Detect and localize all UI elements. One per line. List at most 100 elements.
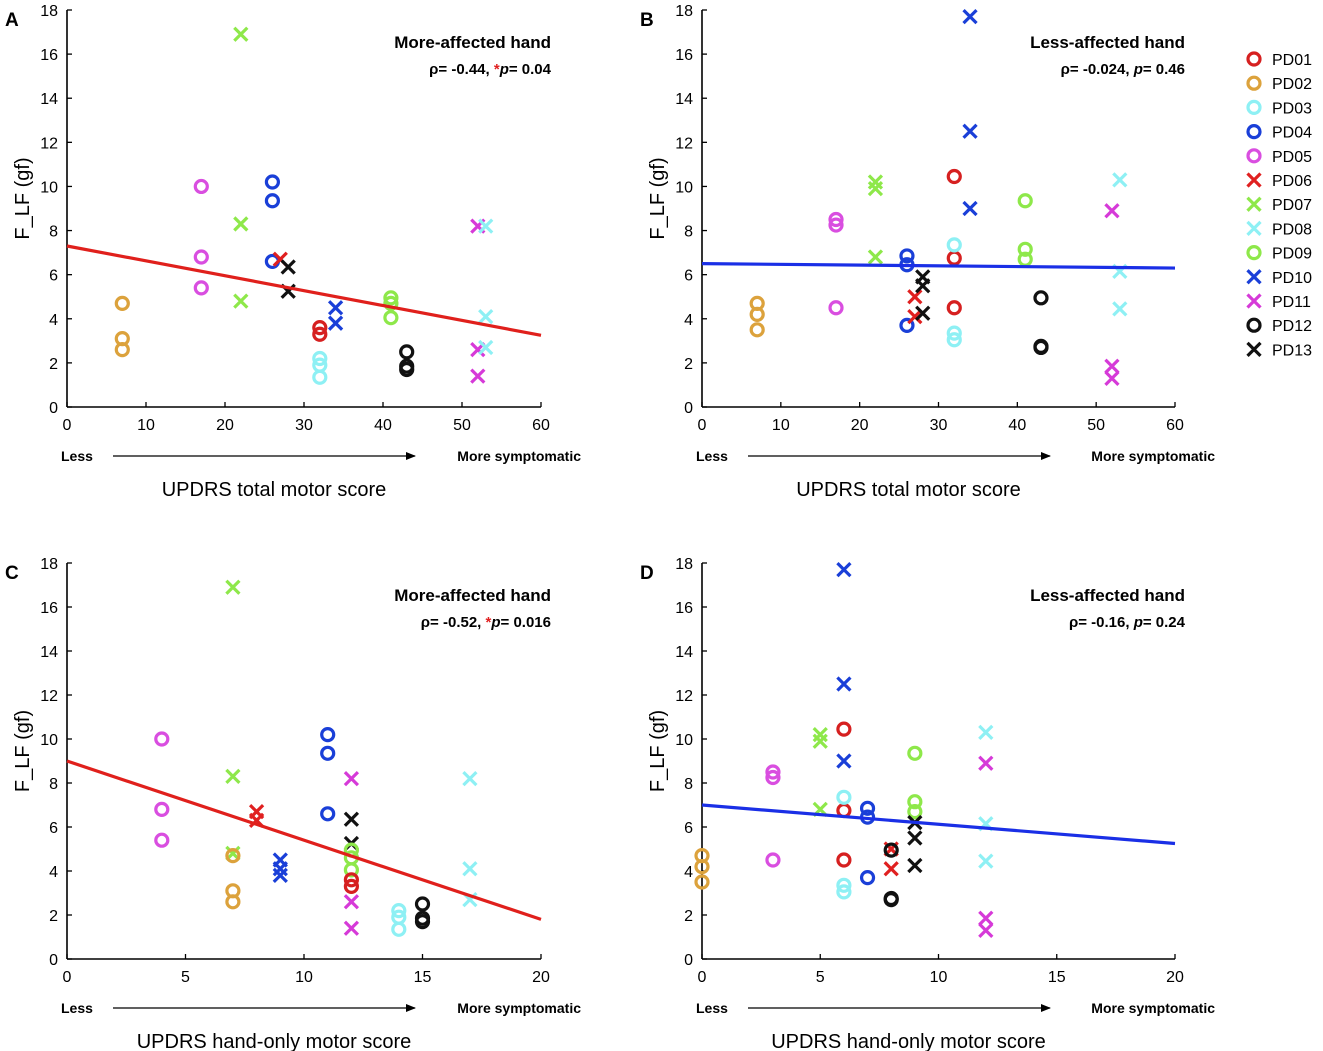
y-tick-label: 4 [49,864,58,881]
data-point-pd05 [193,280,209,296]
data-point-pd10 [962,200,978,217]
data-point-pd09 [343,862,359,878]
legend-marker [1246,220,1262,237]
data-point-pd09 [1017,193,1033,209]
data-point-pd08 [978,853,994,869]
y-tick-label: 12 [675,135,693,152]
y-tick-label: 6 [49,268,58,285]
data-point-pd05 [765,769,781,786]
data-point-pd11 [343,894,360,910]
legend-marker [1246,99,1262,116]
legend-label: PD07 [1272,197,1312,214]
stat-p-symbol: p [1133,614,1143,631]
y-tick-label: 12 [40,135,58,152]
data-point-pd12 [414,913,431,930]
data-point-pd11 [343,770,360,787]
y-tick-label: 2 [684,908,693,925]
data-point-pd09 [383,310,399,326]
regression-line [66,759,542,921]
data-point-pd04 [320,745,336,761]
data-point-pd11 [978,755,994,771]
direction-more-label: More symptomatic [1091,1000,1215,1016]
panel-C: 0 2 4 6 8 10 12 14 16 18 0 5 10 15 20 C F_LF (gf) Less Mor… [5,556,581,1051]
x-tick-label: 10 [137,417,155,434]
data-point-pd05 [765,764,781,780]
y-tick-label: 12 [675,688,693,705]
data-point-pd07 [225,579,241,595]
data-point-pd01 [946,250,962,266]
legend-marker [1246,124,1262,140]
y-tick-label: 10 [675,179,693,196]
x-axis-title: UPDRS hand-only motor score [137,1031,412,1051]
data-point-pd13 [907,857,923,874]
stat-rho: ρ= -0.44, [429,61,494,78]
data-point-pd11 [470,368,486,384]
data-point-pd06 [907,308,923,325]
legend-marker [1246,293,1262,309]
x-tick-label: 40 [1008,417,1026,434]
x-tick-label: 15 [1048,969,1066,986]
direction-more-label: More symptomatic [457,1000,581,1016]
legend-marker [1246,148,1262,164]
data-point-pd03 [836,884,852,900]
data-point-pd07 [867,249,884,265]
legend-marker [1246,172,1262,188]
data-point-pd06 [907,289,923,305]
data-point-pd11 [1104,358,1120,374]
data-point-pd10 [962,123,978,139]
data-point-pd12 [399,361,415,378]
stat-p-symbol: p [499,61,509,78]
data-point-pd10 [327,300,344,316]
data-point-pd10 [836,561,852,578]
data-point-pd12 [1033,339,1049,356]
legend-marker [1246,196,1262,212]
legend-item: PD04 [1246,124,1312,142]
data-point-pd05 [828,217,844,233]
data-point-pd10 [836,676,852,692]
stat-rho: ρ= -0.024, [1061,61,1134,78]
x-tick-label: 20 [532,969,550,986]
stat-line: ρ= -0.16, p= 0.24 [1069,614,1186,631]
data-point-pd12 [883,842,899,858]
data-point-pd05 [765,852,781,868]
y-tick-label: 14 [675,91,693,108]
legend-marker [1246,341,1262,358]
y-tick-label: 10 [675,732,693,749]
panel-B: 0 2 4 6 8 10 12 14 16 18 0 10 20 30 40 50 60 B F_LF (gf) Le… [640,3,1215,501]
data-point-pd03 [312,369,328,385]
data-point-pd09 [907,803,923,820]
data-point-pd11 [978,922,994,939]
direction-more-label: More symptomatic [457,448,581,464]
legend-item: PD11 [1246,293,1311,311]
data-point-pd06 [883,861,899,877]
data-point-pd09 [383,290,399,306]
data-point-pd12 [414,896,431,912]
legend-label: PD04 [1272,125,1312,142]
x-tick-label: 0 [698,969,707,986]
regression-line [66,244,542,337]
x-tick-label: 15 [414,969,432,986]
data-point-pd10 [327,315,344,331]
data-point-pd11 [978,910,994,926]
x-tick-label: 10 [930,969,948,986]
y-tick-label: 6 [684,268,693,285]
data-point-pd13 [280,259,296,275]
data-point-pd03 [946,332,962,348]
stat-line: ρ= -0.024, p= 0.46 [1061,61,1185,78]
data-point-pd11 [343,920,360,936]
data-point-pd11 [1104,203,1120,219]
x-tick-label: 20 [1166,969,1184,986]
legend-label: PD13 [1272,342,1312,359]
stat-asterisk: * [486,614,492,631]
data-point-pd09 [1017,241,1033,257]
data-point-pd02 [225,847,241,864]
stat-rho: ρ= -0.52, [421,614,486,631]
data-point-pd10 [962,8,978,25]
y-tick-label: 6 [49,820,58,837]
y-tick-label: 8 [684,224,693,241]
data-point-pd05 [154,801,170,818]
data-point-pd07 [233,293,249,309]
data-point-pd08 [462,770,478,787]
data-point-pd03 [391,921,407,937]
direction-less-label: Less [61,1000,93,1016]
